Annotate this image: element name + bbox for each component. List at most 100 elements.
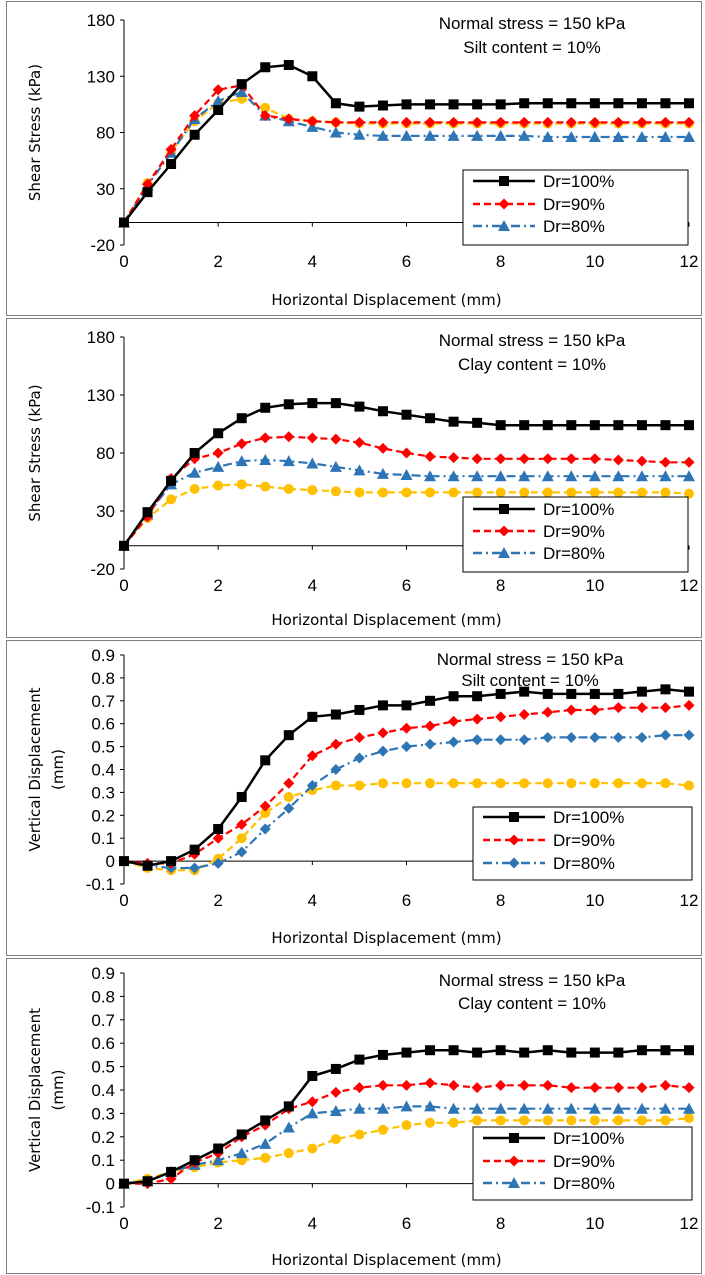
data-point [330,1086,342,1098]
y-tick-label: 0.3 [91,1104,115,1123]
x-tick-label: 4 [308,891,317,910]
legend-marker [498,198,510,210]
data-point [659,131,672,142]
y-tick-label: 0.9 [91,964,115,983]
data-point [401,1120,412,1131]
data-point [307,1143,318,1154]
data-point [166,494,177,505]
data-point [236,833,247,844]
annotation-text: Silt content = 10% [463,38,601,57]
data-point [307,1070,318,1081]
data-point [683,131,695,142]
data-point [659,470,672,482]
data-point [260,808,271,819]
data-point [165,143,177,155]
data-point [259,432,271,444]
data-point [471,734,483,746]
data-point [518,470,531,482]
x-axis-label: Horizontal Displacement (mm) [271,929,501,947]
legend-marker [509,1133,519,1143]
data-point [636,702,648,714]
data-point [659,456,671,468]
data-point [119,540,129,551]
data-point [283,777,295,789]
data-point [542,1115,553,1126]
data-point [494,470,507,482]
data-point [448,116,460,128]
data-point [283,483,294,494]
data-point [542,1045,553,1056]
legend: Dr=100% Dr=90% Dr=80% [472,1126,693,1201]
data-point [613,1115,624,1126]
y-tick-label: 80 [96,124,115,143]
x-tick-label: 4 [308,1214,317,1233]
data-point [635,470,648,482]
annotation-text: Normal stress = 150 kPa [439,971,626,990]
data-point [589,116,601,128]
data-point [542,116,554,128]
data-point [424,450,436,462]
data-point [377,700,388,711]
data-point [283,791,294,802]
legend-marker [498,547,510,558]
y-axis-label: Shear Stress (kPa) [26,384,44,521]
data-point [330,398,341,409]
data-point [636,98,647,109]
data-point [448,691,459,702]
data-point [354,780,365,791]
data-point [541,131,554,142]
data-point [306,115,318,127]
data-point [471,1102,484,1114]
data-point [425,695,436,706]
y-tick-label: -0.1 [86,875,115,894]
data-point [471,713,483,725]
y-tick-label: 0.9 [91,646,115,665]
data-point [495,711,507,723]
data-point [353,437,365,449]
data-point [260,102,271,113]
data-point [495,99,506,110]
data-point [307,398,318,409]
legend-marker [508,834,520,846]
data-point [189,483,200,494]
data-point [613,98,624,109]
data-point [189,1155,200,1166]
x-tick-label: 12 [680,576,699,595]
legend-label: Dr=90% [553,1152,615,1171]
data-point [448,1117,459,1128]
data-point [472,99,483,110]
data-point [684,1045,694,1056]
data-point [166,856,177,867]
data-point [472,691,483,702]
data-point [471,116,483,128]
data-point [613,1047,624,1058]
x-axis-label: Horizontal Displacement (mm) [271,611,501,629]
data-point [260,1152,271,1163]
data-point [542,487,553,498]
data-point [660,1045,671,1056]
data-point [472,778,483,789]
data-point [542,98,553,109]
y-tick-label: 30 [96,180,115,199]
data-point [588,1102,601,1114]
data-point [613,778,624,789]
x-tick-label: 8 [496,252,505,271]
data-point [425,1117,436,1128]
data-point [542,688,553,699]
data-point [425,1045,436,1056]
data-point [447,470,460,482]
legend: Dr=100% Dr=90% Dr=80% [462,169,689,246]
data-point [495,1079,507,1091]
legend-label: Dr=90% [543,522,605,541]
data-point [636,1045,647,1056]
data-point [588,470,601,482]
data-point [400,129,413,141]
x-tick-label: 12 [680,1214,699,1233]
data-point [518,129,531,141]
data-point [495,116,507,128]
data-point [683,729,695,741]
data-point [329,126,342,138]
data-point [424,470,437,482]
data-point [283,431,295,443]
legend-marker [498,525,510,537]
